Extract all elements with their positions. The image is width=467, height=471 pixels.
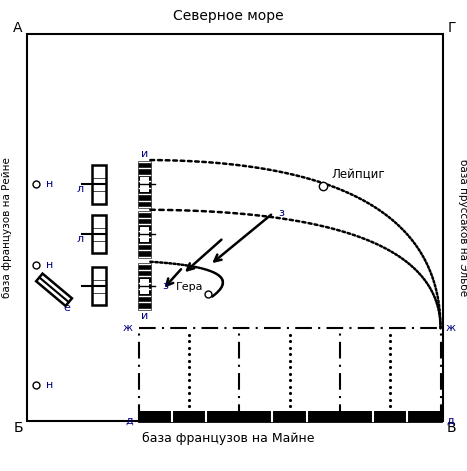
Text: д: д [126, 416, 133, 426]
Text: л: л [76, 234, 84, 244]
Bar [139, 162, 150, 207]
Text: В: В [447, 421, 456, 435]
Text: з: з [278, 208, 284, 218]
Text: А: А [14, 21, 23, 34]
Bar [140, 177, 149, 192]
Text: н: н [46, 260, 53, 270]
Text: и: и [141, 149, 148, 159]
Bar [92, 165, 106, 203]
Text: Северное море: Северное море [173, 9, 283, 23]
Text: Лейпциг: Лейпциг [331, 168, 385, 181]
Bar [27, 34, 443, 421]
Bar [92, 267, 106, 305]
Text: л: л [76, 184, 84, 194]
Text: н: н [46, 380, 53, 390]
Bar [340, 411, 440, 421]
Bar [239, 411, 340, 421]
Text: Г: Г [448, 21, 456, 34]
Bar [139, 211, 150, 257]
Bar [140, 227, 149, 242]
Text: ж: ж [123, 323, 133, 333]
Bar [92, 215, 106, 253]
Text: з: з [163, 281, 169, 291]
Text: Б: Б [14, 421, 23, 435]
Text: и: и [141, 311, 148, 322]
Text: база пруссаков на Эльбе: база пруссаков на Эльбе [458, 159, 467, 296]
Text: д: д [446, 416, 453, 426]
Text: Гера: Гера [176, 282, 203, 292]
Bar [139, 411, 239, 421]
Text: база французов на Майне: база французов на Майне [142, 432, 314, 445]
Text: н: н [46, 179, 53, 188]
Text: база французов на Рейне: база французов на Рейне [1, 157, 12, 298]
Bar [140, 279, 149, 294]
Polygon shape [36, 274, 72, 306]
Text: ж: ж [446, 323, 456, 333]
Text: е: е [63, 303, 70, 313]
Bar [139, 264, 150, 309]
